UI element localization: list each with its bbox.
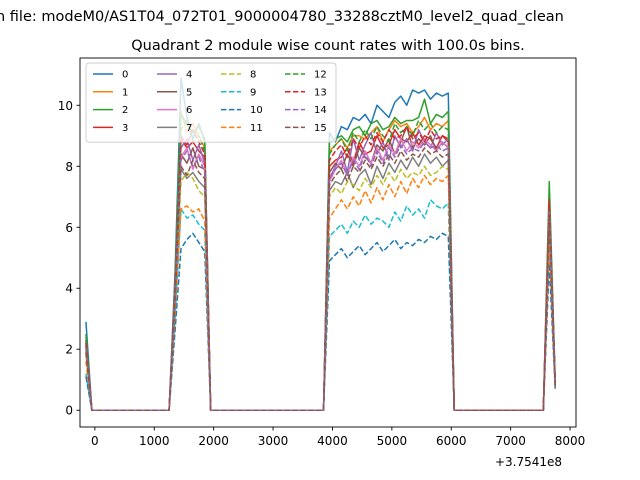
x-tick-label: 7000 [495,434,526,448]
legend-label-11: 11 [250,123,263,134]
y-tick-label: 4 [65,282,73,296]
series-group [85,77,556,411]
y-tick-label: 2 [65,343,73,357]
y-tick-label: 0 [65,404,73,418]
legend-label-9: 9 [250,87,256,98]
x-tick-label: 1000 [139,434,170,448]
legend-label-3: 3 [122,123,128,134]
figure-suptitle: n file: modeM0/AS1T04_072T01_9000004780_… [0,9,564,25]
legend-label-14: 14 [314,105,327,116]
legend-label-15: 15 [314,123,327,134]
legend-label-13: 13 [314,87,327,98]
series-line-15 [85,147,556,411]
x-offset-label: +3.7541e8 [495,455,562,469]
plot-frame [79,57,577,428]
legend-label-0: 0 [122,70,128,81]
legend-label-10: 10 [250,105,263,116]
x-tick-label: 8000 [555,434,586,448]
legend-box [85,62,337,143]
legend-label-7: 7 [186,123,192,134]
legend-label-5: 5 [186,87,192,98]
legend-label-12: 12 [314,70,327,81]
y-tick-label: 6 [65,221,73,235]
x-tick-label: 4000 [317,434,348,448]
x-tick-label: 3000 [258,434,289,448]
legend-label-6: 6 [186,105,192,116]
legend-label-4: 4 [186,70,192,81]
legend-label-1: 1 [122,87,128,98]
plot-area: 0 1000 2000 3000 4000 5000 6000 7000 80000246810… [58,57,586,448]
x-tick-label: 2000 [198,434,229,448]
legend-label-2: 2 [122,105,128,116]
y-tick-label: 10 [58,99,73,113]
x-tick-label: 5000 [377,434,408,448]
y-tick-label: 8 [65,160,73,174]
x-tick-label: 6000 [436,434,467,448]
legend-label-8: 8 [250,70,256,81]
x-tick-label: 0 [91,434,99,448]
chart-title: Quadrant 2 module wise count rates with … [131,38,525,54]
